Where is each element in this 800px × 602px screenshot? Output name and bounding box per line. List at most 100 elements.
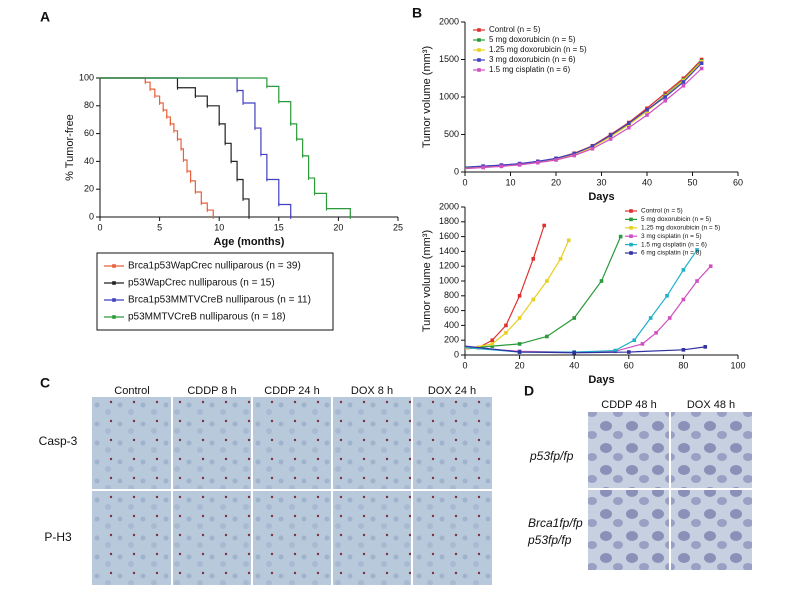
panel-label: D bbox=[524, 383, 534, 399]
marker bbox=[640, 342, 645, 346]
legend-label: 5 mg doxorubicin (n = 5) bbox=[641, 216, 711, 223]
row-label: Brca1fp/fp bbox=[528, 516, 583, 530]
x-tick-label: 30 bbox=[596, 177, 606, 187]
marker bbox=[504, 331, 508, 335]
x-tick-label: 40 bbox=[642, 177, 652, 187]
legend-marker bbox=[629, 217, 633, 222]
series-line bbox=[464, 345, 706, 354]
legend-label: 6 mg cisplatin (n = 8) bbox=[641, 250, 702, 257]
marker bbox=[618, 234, 623, 239]
column-header: DOX 24 h bbox=[428, 385, 476, 397]
marker bbox=[542, 223, 546, 228]
marker bbox=[531, 297, 536, 302]
y-tick-label: 2000 bbox=[439, 16, 459, 26]
legend-marker bbox=[629, 234, 633, 238]
x-tick-label: 20 bbox=[515, 360, 525, 370]
y-tick-label: 0 bbox=[454, 349, 459, 359]
panel-d: CDDP 48 h DOX 48 h p53fp/fp Brca1fp/fp p… bbox=[527, 399, 752, 570]
series-line bbox=[464, 265, 712, 353]
marker bbox=[645, 107, 649, 112]
marker bbox=[572, 350, 576, 355]
legend-marker bbox=[477, 48, 481, 52]
marker bbox=[517, 350, 522, 354]
x-tick-label: 20 bbox=[551, 177, 561, 187]
marker bbox=[627, 125, 631, 130]
marker bbox=[667, 316, 672, 320]
x-tick-label: 40 bbox=[569, 360, 579, 370]
legend-marker bbox=[477, 38, 481, 42]
marker bbox=[645, 113, 649, 117]
x-axis-label: Days bbox=[588, 191, 614, 203]
legend-label: 3 mg doxorubicin (n = 6) bbox=[489, 55, 576, 64]
y-axis-label: Tumor volume (mm³) bbox=[421, 230, 433, 332]
marker bbox=[608, 133, 613, 138]
series-line bbox=[464, 62, 703, 168]
series-line bbox=[464, 249, 698, 353]
marker bbox=[695, 279, 699, 283]
row-label: Casp-3 bbox=[39, 434, 78, 448]
legend-marker bbox=[477, 68, 481, 72]
marker bbox=[681, 297, 686, 302]
marker bbox=[663, 91, 667, 96]
marker bbox=[536, 160, 540, 165]
legend-label: 1.25 mg doxorubicin (n = 5) bbox=[489, 45, 587, 54]
x-tick-label: 10 bbox=[505, 177, 515, 187]
marker bbox=[554, 158, 558, 162]
y-tick-label: 2000 bbox=[439, 201, 459, 211]
legend-marker bbox=[629, 226, 633, 230]
marker bbox=[695, 248, 699, 252]
x-tick-label: 100 bbox=[730, 360, 745, 370]
series-line bbox=[464, 240, 570, 350]
marker bbox=[517, 316, 522, 320]
legend-marker bbox=[477, 58, 481, 62]
image-grid bbox=[92, 397, 492, 585]
marker bbox=[699, 61, 704, 66]
legend-marker bbox=[477, 28, 481, 32]
legend-box bbox=[96, 252, 334, 331]
legend-label: 3 mg cisplatin (n = 5) bbox=[641, 233, 702, 240]
column-header: DOX 48 h bbox=[687, 399, 735, 411]
marker bbox=[499, 164, 504, 169]
column-header: DOX 8 h bbox=[351, 385, 393, 397]
marker bbox=[531, 257, 536, 261]
marker bbox=[481, 165, 485, 170]
marker bbox=[504, 323, 508, 328]
column-header: Control bbox=[114, 385, 149, 397]
series-line bbox=[100, 77, 292, 217]
row-label: p53fp/fp bbox=[529, 449, 574, 463]
x-axis-label: Days bbox=[588, 374, 614, 386]
legend-marker bbox=[629, 209, 633, 213]
panel-label: C bbox=[40, 375, 50, 391]
marker bbox=[566, 238, 571, 243]
marker bbox=[654, 331, 658, 335]
x-axis-label: Age (months) bbox=[214, 236, 285, 248]
y-tick-label: 400 bbox=[444, 320, 459, 330]
legend-label: 5 mg doxorubicin (n = 5) bbox=[489, 35, 576, 44]
x-tick-label: 0 bbox=[462, 360, 467, 370]
legend-label: 1.5 mg cisplatin (n = 6) bbox=[641, 241, 707, 248]
panel-label: A bbox=[40, 9, 50, 25]
marker bbox=[663, 95, 667, 99]
marker bbox=[490, 344, 495, 348]
legend-label: p53MMTVCreB nulliparous (n = 18) bbox=[128, 312, 286, 323]
image-grid bbox=[588, 412, 752, 570]
legend-marker bbox=[629, 242, 633, 247]
y-tick-label: 0 bbox=[454, 166, 459, 176]
y-tick-label: 40 bbox=[84, 156, 94, 166]
y-tick-label: 1600 bbox=[439, 231, 459, 241]
series-line bbox=[100, 77, 351, 217]
marker bbox=[699, 66, 704, 71]
x-tick-label: 15 bbox=[274, 222, 284, 232]
series-line bbox=[464, 68, 703, 170]
y-tick-label: 500 bbox=[444, 129, 459, 139]
legend-label: Control (n = 5) bbox=[489, 25, 541, 34]
marker bbox=[590, 144, 595, 148]
legend-label: 1.25 mg doxorubicin (n = 5) bbox=[641, 225, 720, 232]
marker bbox=[703, 345, 708, 349]
series-line bbox=[464, 236, 622, 349]
y-tick-label: 100 bbox=[79, 72, 94, 82]
marker bbox=[599, 279, 604, 283]
marker bbox=[627, 121, 631, 126]
column-header: CDDP 24 h bbox=[264, 385, 319, 397]
column-header: CDDP 8 h bbox=[187, 385, 236, 397]
